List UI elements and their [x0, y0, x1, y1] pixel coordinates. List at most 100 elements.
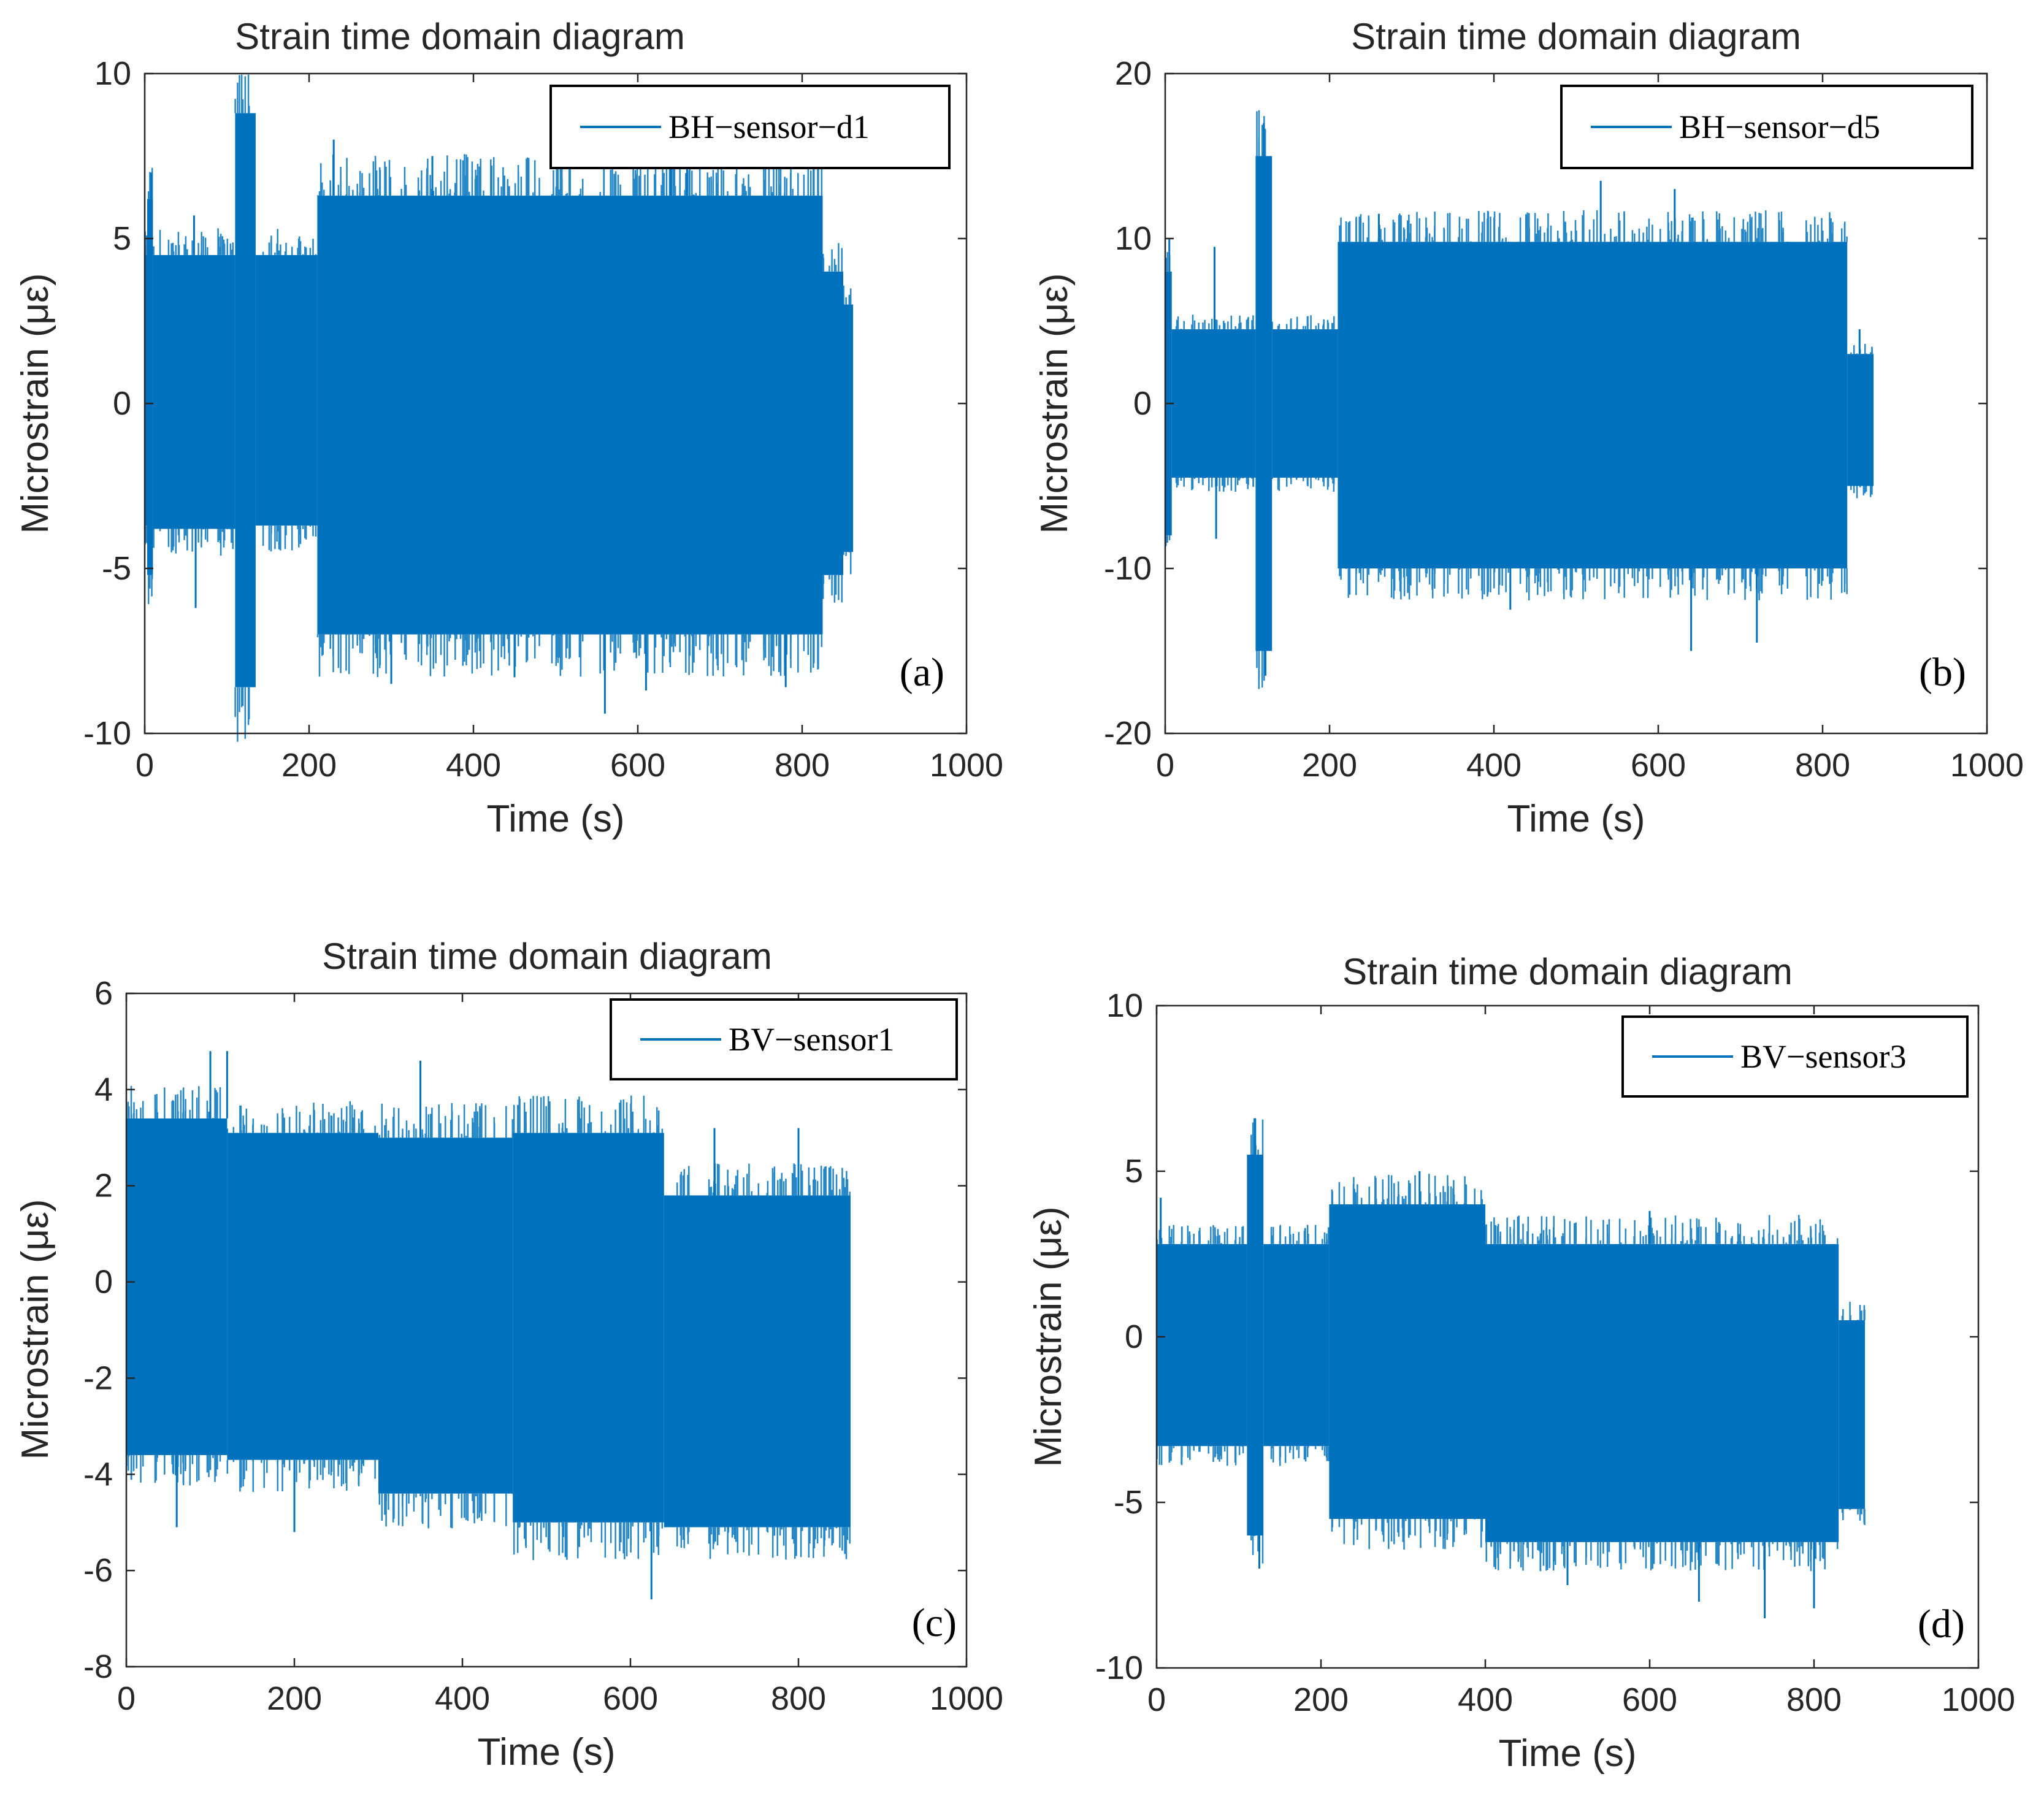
x-tick-label: 800 [775, 747, 830, 784]
x-tick-label: 400 [435, 1680, 490, 1717]
y-tick-label: -20 [1104, 715, 1152, 752]
series-segment [822, 271, 843, 575]
y-tick-label: -2 [83, 1359, 113, 1396]
y-tick-label: 4 [94, 1071, 113, 1108]
y-tick-label: -5 [1114, 1484, 1143, 1521]
x-tick-label: 400 [1458, 1681, 1513, 1718]
panel-tag: (b) [1919, 650, 1966, 695]
y-tick-label: 0 [113, 385, 131, 422]
y-tick-label: -10 [1104, 550, 1152, 587]
x-tick-label: 200 [1302, 747, 1357, 784]
y-tick-label: -8 [83, 1648, 113, 1685]
series-segment [1171, 329, 1256, 478]
y-tick-label: 20 [1115, 55, 1152, 92]
axes-box [125, 992, 968, 1668]
legend-entry: BH−sensor−d5 [1679, 109, 1880, 145]
legend-entry: BV−sensor3 [1740, 1038, 1906, 1075]
x-tick-label: 800 [1786, 1681, 1842, 1718]
series-edge-noise [1331, 1174, 1483, 1550]
series-edge-noise [1156, 1225, 1244, 1466]
series-edge-noise [262, 229, 317, 552]
panel-c: Strain time domain diagram 0 200 400 600 800 1… [14, 936, 1003, 1773]
panel-a: Strain time domain diagram 0 200 400 600 800 1… [14, 16, 1003, 840]
y-tick-label: -4 [83, 1456, 113, 1493]
series-edge-noise [316, 153, 823, 678]
x-tick-label: 200 [1293, 1681, 1349, 1718]
series-segment [1272, 329, 1338, 478]
series-segment [1338, 242, 1848, 568]
series-segment [513, 1133, 664, 1523]
chart-title: Strain time domain diagram [1342, 951, 1793, 992]
series-edge-noise [843, 285, 852, 575]
series-segment [317, 196, 823, 635]
series-segment [147, 199, 153, 575]
series-band [1165, 110, 1874, 689]
series-segment [843, 304, 854, 552]
panel-d: Strain time domain diagram 0 200 400 600 800 1… [1027, 951, 2015, 1775]
y-axis-label: Microstrain (με) [1027, 1206, 1070, 1467]
series-segment [227, 1133, 378, 1460]
series-segment [1329, 1204, 1485, 1519]
x-tick-label: 1000 [930, 747, 1003, 784]
y-tick-label: 2 [94, 1168, 113, 1204]
y-tick-label: 6 [94, 975, 113, 1012]
x-axis-label: Time (s) [1499, 1732, 1637, 1775]
series-edge-noise [234, 74, 250, 742]
legend: BV−sensor3 [1621, 1015, 1969, 1098]
legend-entry: BV−sensor1 [729, 1021, 894, 1058]
series-edge-noise [1175, 315, 1254, 492]
x-tick-label: 400 [1466, 747, 1522, 784]
y-tick-label: 5 [1125, 1153, 1143, 1190]
x-tick-label: 1000 [1950, 747, 2024, 784]
series-segment [235, 113, 256, 687]
x-axis-label: Time (s) [1507, 798, 1645, 840]
series-edge-noise [1270, 1225, 1330, 1466]
series-edge-noise [822, 243, 843, 603]
chart-title: Strain time domain diagram [1351, 16, 1801, 57]
series-band [144, 74, 854, 742]
y-tick-label: -10 [83, 715, 131, 752]
series-segment [1485, 1244, 1839, 1542]
panel-b: Strain time domain diagram 0 200 400 600 800 1… [1033, 16, 2024, 840]
y-tick-label: 5 [113, 220, 131, 257]
y-tick-label: 0 [94, 1264, 113, 1301]
series-segment [1847, 354, 1874, 486]
x-tick-label: 600 [1631, 747, 1686, 784]
series-segment [1839, 1320, 1866, 1509]
panel-tag: (a) [900, 650, 944, 695]
x-tick-label: 600 [603, 1680, 658, 1717]
series-edge-noise [127, 1085, 221, 1486]
series-segment [153, 254, 235, 529]
series-segment [126, 1118, 228, 1455]
y-tick-label: 0 [1125, 1318, 1143, 1355]
legend: BV−sensor1 [610, 998, 958, 1080]
y-axis-label: Microstrain (με) [1033, 273, 1076, 533]
x-tick-label: 600 [610, 747, 665, 784]
series-edge-noise [226, 1101, 376, 1492]
x-tick-label: 0 [1147, 1681, 1166, 1718]
x-tick-label: 0 [117, 1680, 136, 1717]
legend: BH−sensor−d1 [549, 85, 951, 169]
x-tick-label: 1000 [1942, 1681, 2015, 1718]
series-edge-noise [513, 1095, 664, 1561]
series-edge-noise [1271, 315, 1335, 492]
series-band [1156, 1118, 1866, 1618]
x-tick-label: 0 [1156, 747, 1174, 784]
series-band [126, 1051, 851, 1600]
x-tick-label: 200 [281, 747, 337, 784]
series-segment [255, 254, 318, 526]
legend: BH−sensor−d5 [1560, 85, 1973, 169]
x-tick-label: 1000 [930, 1680, 1003, 1717]
series-edge-noise [1841, 1302, 1866, 1525]
series-segment [1157, 1244, 1247, 1447]
x-tick-label: 800 [1795, 747, 1850, 784]
y-tick-label: -10 [1095, 1650, 1143, 1686]
chart-title: Strain time domain diagram [322, 936, 772, 977]
legend-entry: BH−sensor−d1 [668, 109, 870, 145]
x-axis-label: Time (s) [478, 1731, 616, 1773]
y-tick-label: 10 [94, 55, 131, 92]
series-segment [664, 1195, 851, 1528]
series-segment [1263, 1244, 1330, 1447]
x-axis-label: Time (s) [487, 798, 625, 840]
